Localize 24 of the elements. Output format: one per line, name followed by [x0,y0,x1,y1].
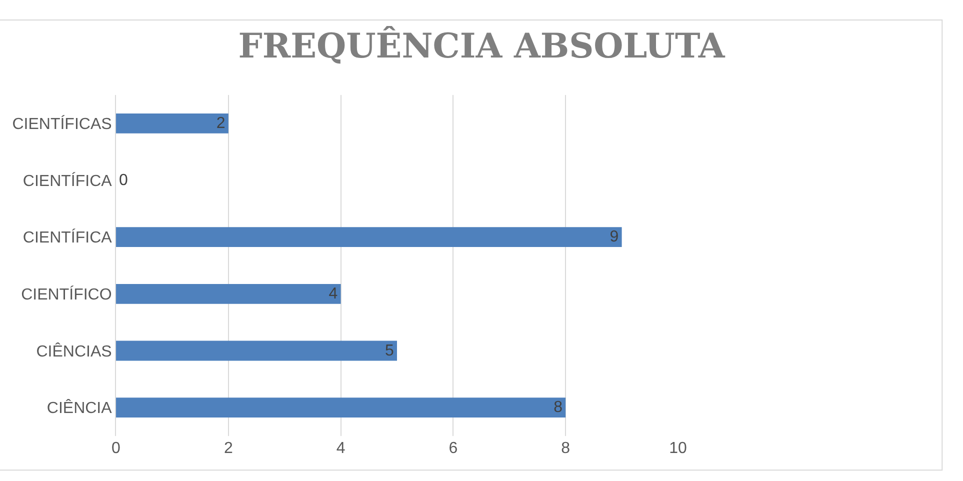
x-tick-label: 10 [669,440,687,457]
data-label: 8 [554,399,563,416]
chart-title: FREQUÊNCIA ABSOLUTA [238,25,726,66]
y-tick-label: CIENTÍFICAS [12,115,112,134]
data-label: 2 [216,114,226,132]
y-tick-label: CIENTÍFICO [21,286,112,304]
x-tick-label: 6 [448,440,458,457]
y-tick-label: CIENTÍFICA [22,228,112,247]
x-tick-label: 4 [336,440,346,457]
bar [116,227,622,248]
x-tick-label: 2 [224,440,233,457]
data-label: 4 [328,285,338,302]
data-label: 0 [119,172,128,189]
bar [116,340,397,361]
x-tick-label: 8 [561,440,570,457]
y-tick-label: CIÊNCIA [46,399,112,418]
bar [116,398,566,418]
y-tick-label: CIENTÍFICA [22,172,112,190]
bar [116,284,341,304]
x-tick-label: 0 [112,440,121,457]
data-label: 5 [385,342,394,360]
data-label: 9 [610,228,619,246]
y-tick-label: CIÊNCIAS [36,342,112,360]
bar [116,113,228,134]
